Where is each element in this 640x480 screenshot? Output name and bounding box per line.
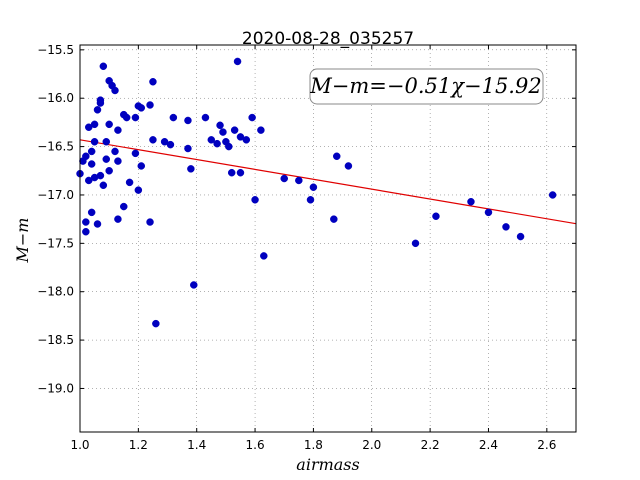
y-tick-label: −16.0 (37, 91, 74, 105)
data-point (111, 86, 119, 95)
data-point (96, 99, 105, 107)
data-point (201, 113, 210, 122)
data-point (216, 121, 224, 130)
data-point (114, 126, 122, 134)
x-tick-label: 1.0 (70, 438, 89, 452)
data-point (105, 167, 113, 175)
data-point (131, 149, 140, 158)
data-point (93, 220, 102, 228)
data-point (280, 174, 288, 183)
data-point (102, 155, 111, 163)
data-point (90, 138, 99, 146)
x-axis-label: airmass (296, 455, 359, 474)
data-point (137, 104, 146, 112)
data-point (233, 57, 242, 66)
data-point (102, 138, 111, 146)
data-point (309, 183, 318, 191)
data-point (330, 215, 338, 223)
data-point (219, 128, 227, 136)
data-point (248, 113, 256, 122)
data-point (125, 178, 134, 187)
data-point (213, 139, 221, 148)
data-point (120, 202, 128, 211)
data-point (548, 191, 557, 199)
fit-annotation-text: M−m=−0.51χ−15.92 (309, 74, 541, 98)
data-point (149, 78, 157, 86)
data-point (137, 162, 146, 170)
data-point (166, 140, 175, 149)
axis-ticks: 1.0 1.2 1.4 1.6 1.8 2.0 2.2 2.4 2.6 −15.5 −16.0 −16… (37, 43, 576, 452)
data-point (184, 144, 192, 153)
data-point (257, 126, 265, 134)
y-tick-label: −18.0 (37, 285, 74, 299)
data-point (242, 136, 251, 144)
data-point (502, 223, 510, 231)
data-point (114, 215, 122, 223)
data-point (467, 197, 475, 206)
data-point (225, 142, 233, 151)
data-point (306, 196, 315, 204)
data-point (236, 168, 245, 177)
data-point (230, 126, 239, 134)
data-point (169, 113, 178, 122)
y-tick-label: −19.0 (37, 381, 74, 395)
x-tick-label: 2.2 (421, 438, 440, 452)
data-point (344, 162, 353, 170)
x-tick-label: 1.2 (129, 438, 148, 452)
x-tick-label: 1.4 (187, 438, 206, 452)
data-point (432, 212, 440, 220)
chart-title: 2020-08-28_035257 (242, 29, 414, 49)
data-point (134, 186, 143, 194)
fit-line (79, 139, 577, 225)
data-points (76, 57, 557, 328)
data-point (93, 106, 102, 114)
x-tick-label: 2.0 (362, 438, 381, 452)
data-point (295, 176, 303, 185)
y-tick-label: −15.5 (37, 43, 74, 57)
x-tick-label: 1.6 (246, 438, 265, 452)
data-point (87, 160, 96, 168)
data-point (251, 196, 259, 204)
data-point (333, 152, 341, 161)
data-point (146, 101, 154, 109)
data-point (114, 157, 122, 165)
data-point (516, 232, 525, 241)
x-tick-label: 1.8 (304, 438, 323, 452)
data-point (484, 208, 493, 217)
x-tick-label: 2.6 (537, 438, 556, 452)
y-tick-label: −17.5 (37, 236, 74, 250)
data-point (111, 147, 119, 156)
data-point (149, 136, 157, 144)
data-point (122, 113, 131, 122)
y-tick-label: −17.0 (37, 188, 74, 202)
data-point (131, 113, 140, 122)
annotation-frame (309, 68, 544, 105)
y-tick-label: −18.5 (37, 333, 74, 347)
data-point (187, 165, 195, 173)
data-point (146, 218, 154, 226)
data-point (207, 136, 216, 144)
x-tick-label: 2.4 (479, 438, 498, 452)
data-point (190, 281, 198, 289)
data-point (99, 62, 108, 71)
data-point (82, 227, 90, 236)
data-point (260, 252, 268, 260)
data-point (87, 208, 96, 217)
data-point (87, 147, 96, 156)
data-point (227, 168, 236, 177)
data-point (82, 152, 90, 161)
data-point (152, 319, 160, 328)
plot-frame (79, 44, 577, 433)
data-point (82, 218, 90, 226)
y-axis-label: M−m (13, 218, 32, 264)
y-tick-label: −16.5 (37, 140, 74, 154)
data-point (105, 120, 113, 129)
data-point (184, 116, 192, 125)
fit-annotation-box: M−m=−0.51χ−15.92 (309, 68, 544, 105)
data-point (411, 239, 420, 248)
data-point (99, 181, 108, 190)
data-point (90, 120, 99, 129)
data-point (96, 171, 105, 180)
